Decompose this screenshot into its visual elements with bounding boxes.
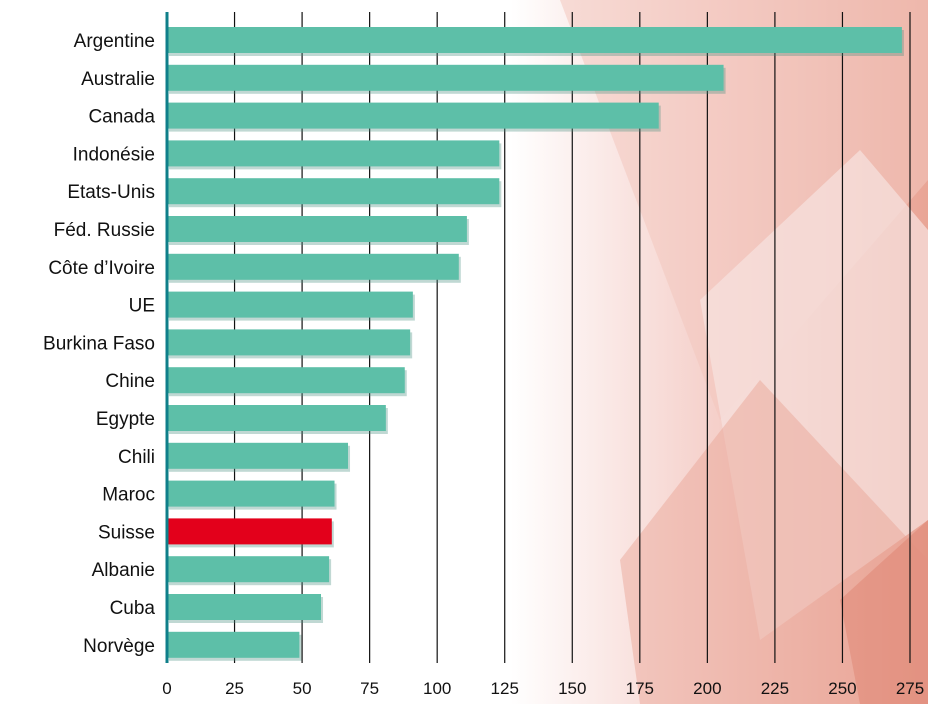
bar-albanie xyxy=(167,556,330,583)
bar-australie xyxy=(167,64,724,91)
category-labels: Argentine Australie Canada Indonésie Etats-U… xyxy=(43,31,155,657)
bar-cuba xyxy=(167,594,322,620)
category-label: Cuba xyxy=(110,598,156,619)
x-tick-label: 125 xyxy=(491,679,519,698)
category-label: Chine xyxy=(105,371,155,392)
bar-maroc xyxy=(167,480,335,507)
category-label: Norvège xyxy=(83,636,155,657)
bar-etats-unis xyxy=(167,178,500,205)
category-label: Burkina Faso xyxy=(43,333,155,354)
bar-canada xyxy=(167,102,659,129)
x-tick-label: 100 xyxy=(423,679,451,698)
bar-egypte xyxy=(167,405,386,431)
bar-burkina-faso xyxy=(167,329,411,356)
bar-indone-sie xyxy=(167,140,500,167)
x-tick-label: 275 xyxy=(896,679,924,698)
x-tick-label: 75 xyxy=(360,679,379,698)
bar-chine xyxy=(167,367,405,394)
category-label: Côte d’Ivoire xyxy=(48,258,155,279)
bar-ue xyxy=(167,291,413,318)
category-label: Canada xyxy=(88,107,155,128)
x-tick-label: 25 xyxy=(225,679,244,698)
x-tick-label: 200 xyxy=(693,679,721,698)
category-label: Indonésie xyxy=(73,144,155,165)
x-axis-ticks: 0 25 50 75 100 125 150 175 200 225 250 275 xyxy=(162,679,924,698)
x-tick-label: 150 xyxy=(558,679,586,698)
category-label: Australie xyxy=(81,69,155,90)
bar-chili xyxy=(167,442,349,469)
category-label: Argentine xyxy=(74,31,155,52)
x-tick-label: 50 xyxy=(293,679,312,698)
category-label: Etats-Unis xyxy=(67,182,155,203)
x-tick-label: 175 xyxy=(626,679,654,698)
bar-fe-d-russie xyxy=(167,216,467,242)
bar-co-te-d-ivoire xyxy=(167,253,459,280)
x-tick-label: 0 xyxy=(162,679,171,698)
category-label: Suisse xyxy=(98,522,155,543)
category-label: Albanie xyxy=(92,560,155,581)
category-label: Chili xyxy=(118,447,155,468)
category-label: Féd. Russie xyxy=(54,220,155,241)
bar-norve-ge xyxy=(167,631,300,658)
bar-suisse xyxy=(167,518,332,545)
bar-argentine xyxy=(167,27,902,53)
x-tick-label: 225 xyxy=(761,679,789,698)
x-tick-label: 250 xyxy=(828,679,856,698)
category-label: Maroc xyxy=(102,485,155,506)
category-label: Egypte xyxy=(96,409,155,430)
category-label: UE xyxy=(129,296,155,317)
bars xyxy=(167,27,904,661)
